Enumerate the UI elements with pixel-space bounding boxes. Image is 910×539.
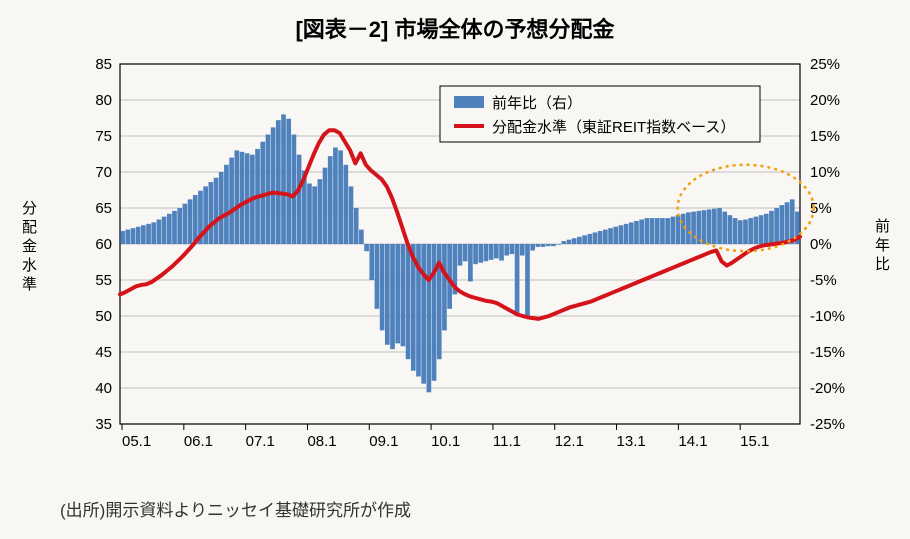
svg-text:20%: 20% [810,92,840,109]
svg-text:35: 35 [95,416,112,433]
svg-text:12.1: 12.1 [555,433,584,450]
svg-text:07.1: 07.1 [246,433,275,450]
svg-text:25%: 25% [810,56,840,73]
svg-text:15.1: 15.1 [740,433,769,450]
svg-text:55: 55 [95,272,112,289]
svg-text:-20%: -20% [810,380,845,397]
svg-text:-25%: -25% [810,416,845,433]
y-left-axis-label: 分配金水準 [18,200,39,295]
svg-text:10%: 10% [810,164,840,181]
svg-text:75: 75 [95,128,112,145]
svg-text:60: 60 [95,236,112,253]
svg-text:70: 70 [95,164,112,181]
svg-text:11.1: 11.1 [493,433,521,450]
svg-text:80: 80 [95,92,112,109]
svg-text:-5%: -5% [810,272,837,289]
svg-text:15%: 15% [810,128,840,145]
svg-text:-10%: -10% [810,308,845,325]
svg-text:14.1: 14.1 [678,433,707,450]
svg-text:10.1: 10.1 [431,433,460,450]
svg-text:50: 50 [95,308,112,325]
chart-plot: 35 40 45 50 55 60 65 70 75 80 85 -25% -20% -15% -10% -5… [60,44,850,464]
svg-text:13.1: 13.1 [617,433,646,450]
svg-text:45: 45 [95,344,112,361]
svg-text:-15%: -15% [810,344,845,361]
svg-text:08.1: 08.1 [307,433,336,450]
y-right-axis-label: 前年比 [871,218,892,275]
svg-text:40: 40 [95,380,112,397]
chart-source: (出所)開示資料よりニッセイ基礎研究所が作成 [60,496,411,521]
chart-title: [図表－2] 市場全体の予想分配金 [0,0,910,44]
svg-text:09.1: 09.1 [369,433,398,450]
svg-text:65: 65 [95,200,112,217]
svg-text:前年比（右）: 前年比（右） [492,95,582,112]
svg-text:05.1: 05.1 [122,433,151,450]
svg-text:分配金水準（東証REIT指数ベース）: 分配金水準（東証REIT指数ベース） [492,119,735,136]
svg-text:06.1: 06.1 [184,433,213,450]
svg-text:85: 85 [95,56,112,73]
svg-text:0%: 0% [810,236,832,253]
